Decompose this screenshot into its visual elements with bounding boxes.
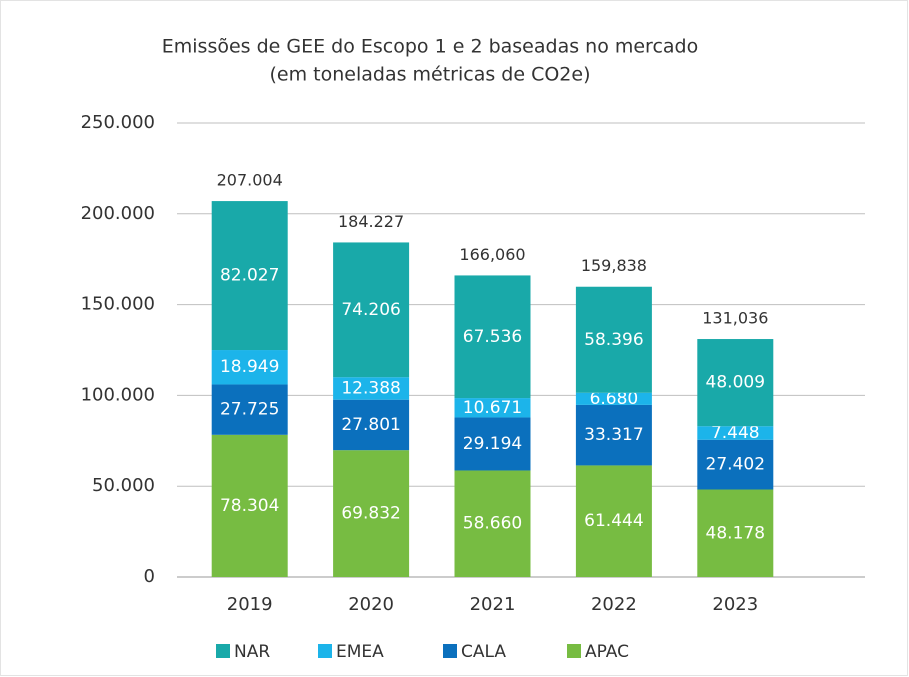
data-label: 27.402: [706, 455, 765, 475]
data-label: 7.448: [711, 423, 760, 443]
total-label: 166,060: [459, 245, 525, 264]
bar-segment: [575, 392, 652, 405]
data-label: 74.206: [341, 300, 400, 320]
data-label: 61.444: [584, 511, 643, 531]
data-label: 58.660: [463, 514, 522, 534]
data-label: 69.832: [341, 504, 400, 524]
data-label: 78.304: [220, 496, 279, 516]
legend-label: EMEA: [336, 642, 384, 662]
total-label: 184.227: [338, 212, 404, 231]
bar-segment: [333, 450, 410, 577]
data-label: 27.725: [220, 400, 279, 420]
data-label: 18.949: [220, 357, 279, 377]
total-label: 131,036: [702, 309, 768, 328]
data-label: 27.801: [341, 415, 400, 435]
x-tick-label: 2023: [712, 594, 758, 615]
y-tick-label: 50.000: [92, 475, 155, 496]
data-label: 12.388: [341, 378, 400, 398]
bar-segment: [211, 350, 288, 385]
bar-segment: [697, 339, 774, 427]
bar-segment: [454, 398, 531, 418]
bar-segment: [575, 286, 652, 393]
bar-segment: [333, 242, 410, 378]
bar-segment: [575, 404, 652, 466]
legend-swatch: [567, 644, 581, 658]
legend-swatch: [443, 644, 457, 658]
bar-segment: [333, 399, 410, 451]
total-label: 207.004: [217, 171, 283, 190]
bar-segment: [575, 465, 652, 577]
legend-label: APAC: [585, 642, 629, 662]
y-tick-label: 0: [144, 566, 155, 587]
legend-label: CALA: [461, 642, 506, 662]
bar-segment: [454, 470, 531, 577]
data-label: 48.009: [706, 373, 765, 393]
total-label: 159,838: [581, 256, 647, 275]
data-label: 10.671: [463, 398, 522, 418]
data-label: 67.536: [463, 327, 522, 347]
y-tick-label: 250.000: [81, 112, 155, 133]
x-tick-label: 2021: [470, 594, 516, 615]
bar-segment: [333, 377, 410, 400]
data-label: 6.680: [590, 389, 639, 409]
x-tick-label: 2020: [348, 594, 394, 615]
bar-segment: [454, 275, 531, 399]
chart-subtitle: (em toneladas métricas de CO2e): [270, 64, 591, 86]
bar-segment: [697, 426, 774, 440]
legend-swatch: [216, 644, 230, 658]
x-tick-label: 2019: [227, 594, 273, 615]
legend-label: NAR: [234, 642, 270, 662]
legend-swatch: [318, 644, 332, 658]
bar-segment: [211, 201, 288, 351]
y-tick-label: 100.000: [81, 384, 155, 405]
bar-segment: [211, 434, 288, 577]
bar-segment: [697, 489, 774, 577]
data-label: 58.396: [584, 330, 643, 350]
data-label: 48.178: [706, 523, 765, 543]
bar-segment: [454, 417, 531, 471]
y-tick-label: 150.000: [81, 294, 155, 315]
x-tick-label: 2022: [591, 594, 637, 615]
bar-segment: [697, 439, 774, 490]
data-label: 82.027: [220, 266, 279, 286]
chart-title: Emissões de GEE do Escopo 1 e 2 baseadas…: [162, 36, 698, 58]
y-tick-label: 200.000: [81, 203, 155, 224]
data-label: 29.194: [463, 434, 522, 454]
data-label: 33.317: [584, 425, 643, 445]
bar-segment: [211, 384, 288, 435]
